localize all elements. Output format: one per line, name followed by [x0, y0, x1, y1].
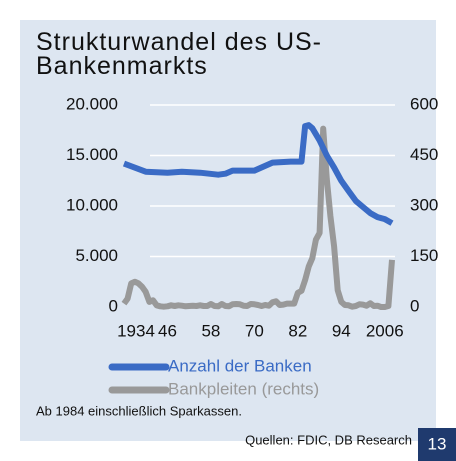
x-tick-label: 82 — [288, 321, 307, 340]
y-tick-label: 15.000 — [66, 145, 118, 164]
x-tick-label: 70 — [245, 321, 264, 340]
note: Ab 1984 einschließlich Sparkassen. — [36, 403, 242, 418]
y-tick-label: 20.000 — [66, 94, 118, 113]
data-line — [121, 125, 395, 310]
y-tick-label: 0 — [109, 296, 118, 315]
x-tick-label: 1934 — [117, 321, 155, 340]
data-line — [122, 122, 394, 226]
x-tick-label: 94 — [332, 321, 351, 340]
y-tick-label: 10.000 — [66, 195, 118, 214]
y2-tick-label: 450 — [410, 145, 438, 164]
page-number: 13 — [428, 434, 447, 453]
x-tick-label: 46 — [158, 321, 177, 340]
y-tick-label: 5.000 — [75, 246, 118, 265]
panel — [20, 20, 436, 441]
y2-tick-label: 600 — [410, 94, 438, 113]
source: Quellen: FDIC, DB Research — [245, 432, 412, 447]
chart-title: Strukturwandel des US-Bankenmarkts — [36, 28, 323, 80]
y2-tick-label: 0 — [410, 296, 419, 315]
legend-label: Anzahl der Banken — [168, 356, 312, 375]
x-tick-label: 2006 — [366, 321, 404, 340]
page-number-box — [418, 428, 456, 461]
y2-tick-label: 300 — [410, 195, 438, 214]
legend-label: Bankpleiten (rechts) — [168, 379, 319, 398]
y2-tick-label: 150 — [410, 246, 438, 265]
x-tick-label: 58 — [201, 321, 220, 340]
